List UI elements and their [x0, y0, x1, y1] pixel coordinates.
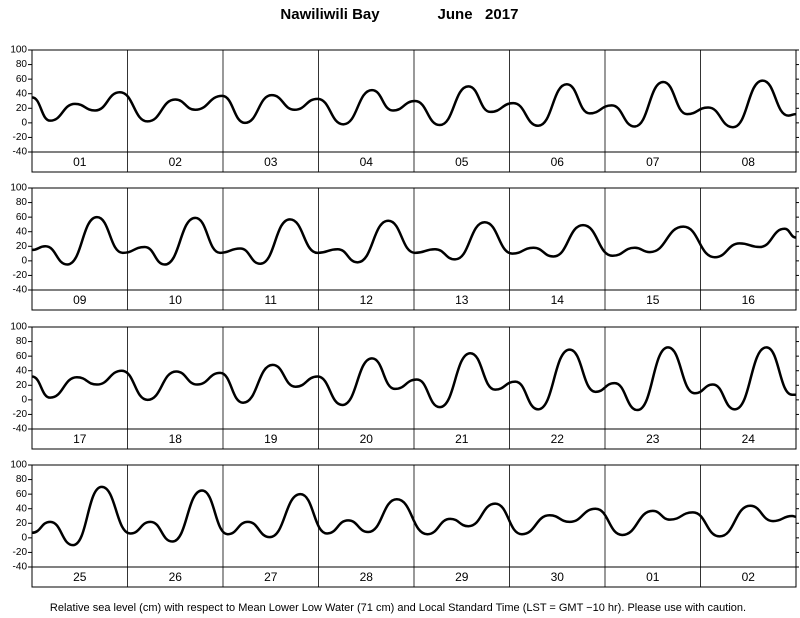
y-tick-label: -20 [13, 547, 28, 558]
y-tick-label: -40 [13, 147, 28, 158]
day-label: 16 [742, 293, 756, 307]
day-label: 21 [455, 432, 469, 446]
y-tick-label: -40 [13, 424, 28, 435]
y-tick-label: 20 [16, 380, 28, 391]
y-tick-label: 60 [16, 74, 28, 85]
tide-line [31, 485, 797, 547]
day-label: 14 [551, 293, 565, 307]
y-tick-label: 0 [21, 117, 27, 128]
tide-line [31, 346, 796, 412]
day-label: 04 [360, 155, 374, 169]
day-label: 29 [455, 570, 469, 584]
y-tick-label: 100 [10, 45, 27, 56]
y-tick-label: 20 [16, 103, 28, 114]
y-tick-label: -40 [13, 285, 28, 296]
day-label: 03 [264, 155, 278, 169]
day-label: 30 [551, 570, 565, 584]
day-label: 01 [73, 155, 87, 169]
y-tick-label: 0 [21, 394, 27, 405]
y-tick-label: 60 [16, 212, 28, 223]
day-label: 13 [455, 293, 469, 307]
day-label: 25 [73, 570, 87, 584]
day-label: 17 [73, 432, 87, 446]
y-tick-label: 40 [16, 226, 28, 237]
day-label: 02 [169, 155, 183, 169]
y-tick-label: 20 [16, 241, 28, 252]
y-tick-label: 100 [10, 460, 27, 471]
day-label: 01 [646, 570, 660, 584]
y-tick-label: 80 [16, 197, 28, 208]
period-title: June 2017 [438, 6, 519, 23]
y-tick-label: 0 [21, 532, 27, 543]
y-tick-label: 80 [16, 336, 28, 347]
day-label: 07 [646, 155, 660, 169]
y-tick-label: -20 [13, 132, 28, 143]
y-tick-label: 100 [10, 183, 27, 194]
day-label: 08 [742, 155, 756, 169]
day-label: 02 [742, 570, 756, 584]
day-label: 28 [360, 570, 374, 584]
y-tick-label: 100 [10, 322, 27, 333]
y-tick-label: 0 [21, 255, 27, 266]
y-tick-label: 20 [16, 518, 28, 529]
y-tick-label: 40 [16, 88, 28, 99]
day-label: 18 [169, 432, 183, 446]
tide-line [31, 79, 797, 129]
y-tick-label: 40 [16, 365, 28, 376]
y-tick-label: -20 [13, 409, 28, 420]
day-label: 12 [360, 293, 374, 307]
location-title: Nawiliwili Bay [280, 6, 380, 23]
day-label: 06 [551, 155, 565, 169]
day-label: 11 [265, 293, 278, 307]
y-tick-label: 80 [16, 59, 28, 70]
day-label: 23 [646, 432, 660, 446]
y-tick-label: -20 [13, 270, 28, 281]
day-label: 20 [360, 432, 374, 446]
footer-note: Relative sea level (cm) with respect to … [50, 602, 746, 614]
day-label: 10 [169, 293, 183, 307]
y-tick-label: 40 [16, 503, 28, 514]
day-label: 19 [264, 432, 278, 446]
y-tick-label: 60 [16, 351, 28, 362]
y-tick-label: 60 [16, 489, 28, 500]
tide-line [31, 215, 797, 266]
day-label: 24 [742, 432, 756, 446]
y-tick-label: 80 [16, 474, 28, 485]
day-label: 26 [169, 570, 183, 584]
day-label: 09 [73, 293, 87, 307]
y-tick-label: -40 [13, 562, 28, 573]
day-label: 27 [264, 570, 278, 584]
day-label: 15 [646, 293, 660, 307]
day-label: 05 [455, 155, 469, 169]
day-label: 22 [551, 432, 565, 446]
